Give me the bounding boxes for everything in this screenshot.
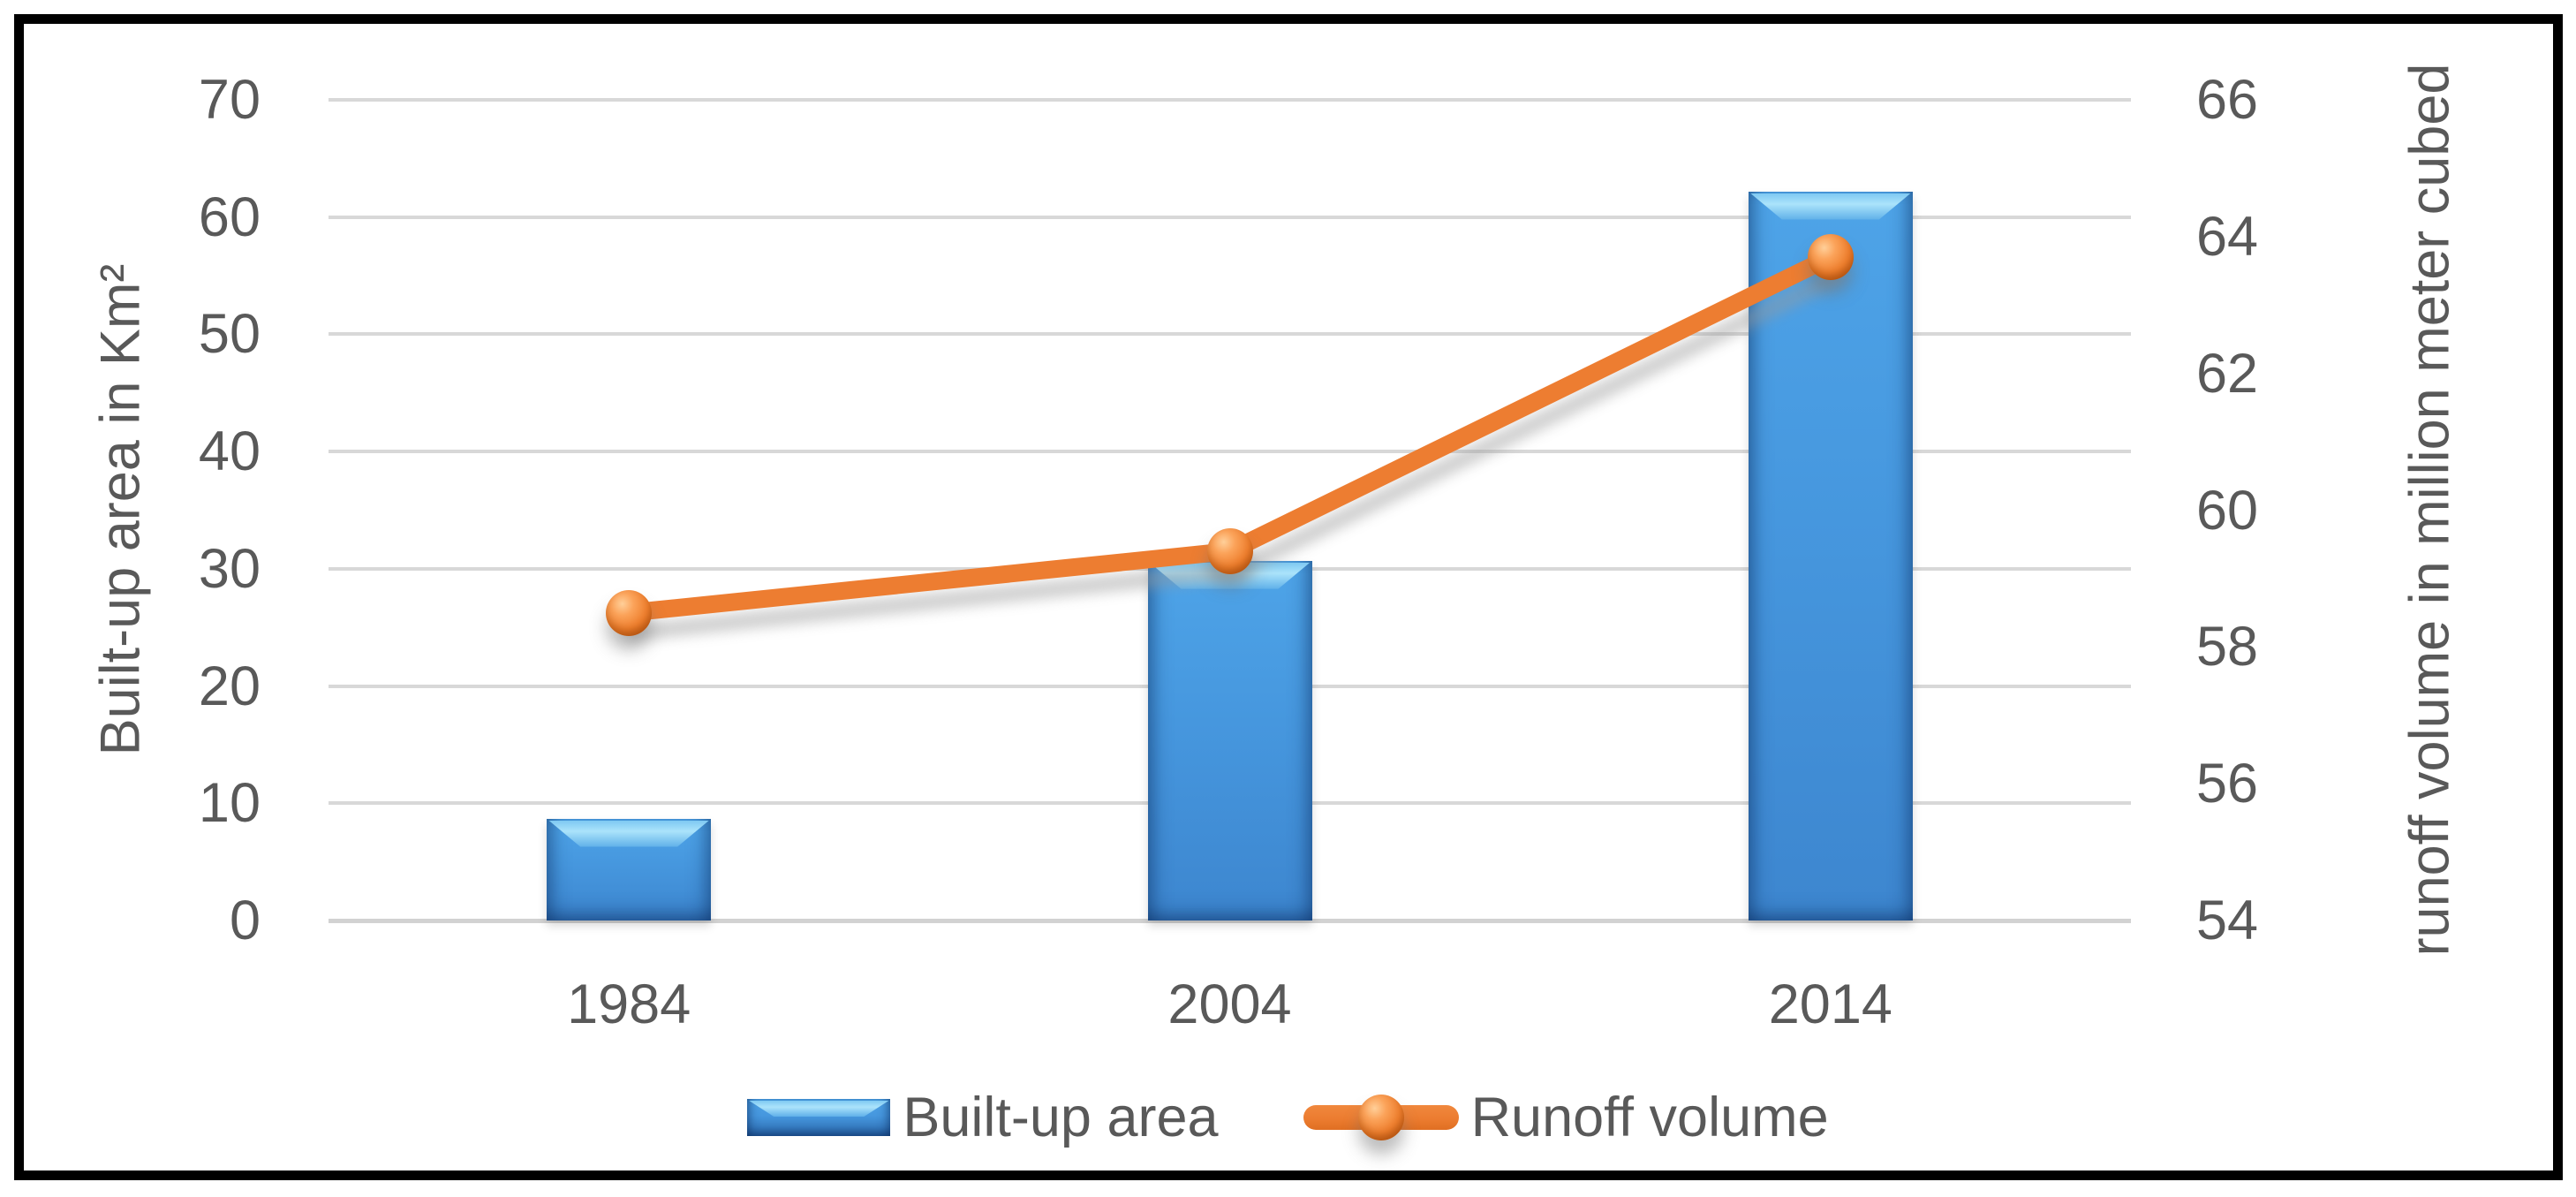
left-axis-tick-label: 30 — [198, 537, 261, 600]
line-marker-swatch-icon — [1303, 1095, 1459, 1140]
runoff-marker-2004 — [1206, 527, 1253, 574]
right-axis-tick-label: 56 — [2196, 753, 2259, 815]
left-axis-tick-label: 10 — [198, 772, 261, 835]
right-axis-tick-label: 66 — [2196, 69, 2259, 131]
gridline — [329, 450, 2131, 454]
gridline — [329, 919, 2131, 923]
runoff-line-shadow — [625, 268, 1845, 641]
runoff-marker-2014 — [1807, 234, 1854, 281]
right-axis-title: runoff volume in million meter cubed — [2398, 63, 2461, 957]
left-axis-tick-label: 40 — [198, 420, 261, 483]
bar-2004 — [1147, 560, 1312, 920]
legend-label: Built-up area — [903, 1087, 1219, 1148]
category-label-2014: 2014 — [1768, 974, 1892, 1035]
left-axis-tick-label: 20 — [198, 655, 261, 717]
left-axis-tick-label: 60 — [198, 186, 261, 248]
gridline — [329, 98, 2131, 102]
right-axis-tick-label: 60 — [2196, 479, 2259, 542]
left-axis-tick-label: 0 — [229, 890, 261, 951]
legend-item-runoff-volume: Runoff volume — [1303, 1088, 1829, 1147]
bar-1984 — [547, 818, 712, 920]
right-axis-tick-label: 54 — [2196, 890, 2259, 951]
right-axis-tick-label: 58 — [2196, 616, 2259, 678]
gridline — [329, 215, 2131, 219]
runoff-line-layer — [620, 248, 1845, 641]
category-label-2004: 2004 — [1167, 974, 1292, 1035]
legend-label: Runoff volume — [1470, 1087, 1829, 1148]
marker-sphere-icon — [1357, 1095, 1404, 1140]
right-axis-tick-label: 64 — [2196, 205, 2259, 268]
legend-item-built-up-area: Built-up area — [747, 1087, 1219, 1148]
left-axis-tick-label: 50 — [198, 303, 261, 366]
left-axis-tick-label: 70 — [198, 69, 261, 131]
category-label-1984: 1984 — [567, 974, 691, 1035]
bar-swatch-icon — [747, 1099, 891, 1136]
gridline — [329, 332, 2131, 337]
runoff-marker-1984 — [606, 589, 653, 636]
right-axis-tick-label: 62 — [2196, 342, 2259, 405]
chart-legend: Built-up area Runoff volume — [0, 1088, 2576, 1147]
